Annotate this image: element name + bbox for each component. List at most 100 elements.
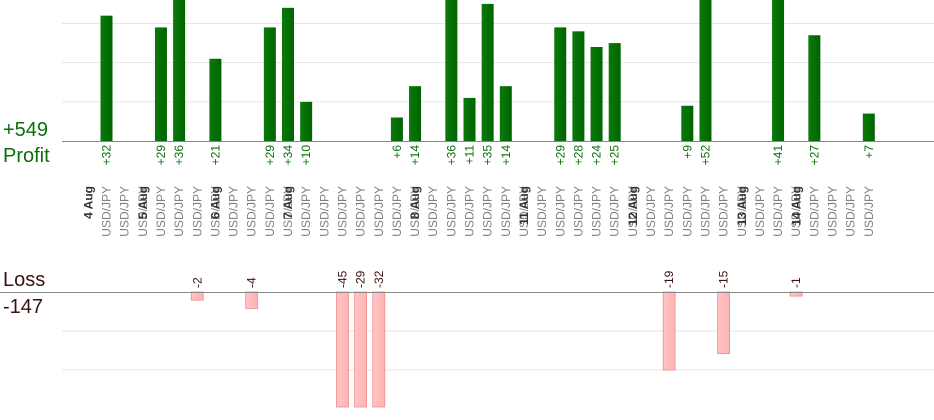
- profit-value-label: +14: [408, 145, 422, 166]
- profit-bar: [300, 101, 313, 141]
- loss-bar: [354, 291, 368, 408]
- pair-label: USD/JPY: [263, 186, 277, 237]
- profit-value-label: +29: [553, 145, 567, 166]
- pair-label: USD/JPY: [662, 186, 676, 237]
- pair-label: USD/JPY: [390, 186, 404, 237]
- profit-value-label: +35: [481, 145, 495, 166]
- pair-label: USD/JPY: [499, 186, 513, 237]
- profit-bar: [572, 31, 585, 141]
- loss-bar: [190, 291, 204, 301]
- loss-bar: [372, 291, 386, 408]
- pair-label: USD/JPY: [136, 186, 150, 237]
- profit-bar: [681, 105, 694, 141]
- profit-value-label: +21: [208, 145, 222, 166]
- loss-value-label: -4: [245, 277, 259, 288]
- profit-total: +549: [3, 119, 49, 141]
- pair-label: USD/JPY: [172, 186, 186, 237]
- pair-label: USD/JPY: [118, 186, 132, 237]
- loss-value-label: -15: [717, 270, 731, 288]
- pair-label: USD/JPY: [644, 186, 658, 237]
- loss-bar: [662, 291, 676, 371]
- profit-value-label: +10: [299, 145, 313, 166]
- profit-value-label: +36: [172, 145, 186, 166]
- trade-bars: [100, 0, 875, 408]
- pair-label: USD/JPY: [517, 186, 531, 237]
- profit-bar: [590, 47, 603, 141]
- pair-label: USD/JPY: [844, 186, 858, 237]
- loss-value-label: -45: [335, 270, 349, 288]
- pair-label: USD/JPY: [299, 186, 313, 237]
- profit-label: Profit: [3, 145, 50, 167]
- loss-value-label: -29: [354, 270, 368, 288]
- pair-label: USD/JPY: [553, 186, 567, 237]
- loss-value-label: -1: [789, 277, 803, 288]
- profit-bar: [554, 27, 567, 142]
- profit-bar: [390, 117, 403, 141]
- profit-bar: [282, 7, 294, 142]
- pair-label: USD/JPY: [626, 186, 640, 237]
- profit-value-label: +25: [608, 145, 622, 166]
- profit-bar: [772, 0, 785, 141]
- pair-label: USD/JPY: [608, 186, 622, 237]
- profit-bar: [481, 3, 494, 141]
- profit-value-label: +9: [680, 145, 694, 159]
- profit-bar: [173, 0, 186, 141]
- gridlines: [62, 23, 934, 371]
- profit-value-label: +28: [571, 145, 585, 166]
- pair-label: USD/JPY: [426, 186, 440, 237]
- pair-label: USD/JPY: [698, 186, 712, 237]
- loss-bar: [245, 291, 259, 309]
- pair-label: USD/JPY: [807, 186, 821, 237]
- profit-value-label: +32: [100, 145, 114, 166]
- value-labels: +32 +29 +36 -2 +21 -4 +29 +34 +10 -45 -29 -32 +6 +14 +…: [100, 145, 876, 288]
- date-label: 13 Aug: [735, 186, 749, 226]
- date-label: 7 Aug: [281, 186, 295, 219]
- date-label: 14 Aug: [789, 186, 803, 226]
- profit-value-label: +7: [862, 145, 876, 159]
- profit-bar: [608, 43, 621, 142]
- pair-label: USD/JPY: [789, 186, 803, 237]
- loss-value-label: -19: [662, 270, 676, 288]
- profit-bar: [445, 0, 458, 141]
- loss-label: Loss: [3, 269, 46, 291]
- pair-label: USD/JPY: [717, 186, 731, 237]
- profit-bar: [209, 58, 222, 141]
- date-label: 4 Aug: [82, 186, 96, 219]
- profit-bar: [154, 27, 167, 142]
- date-label: 6 Aug: [209, 186, 223, 219]
- profit-bar: [100, 15, 113, 142]
- pair-label: USD/JPY: [571, 186, 585, 237]
- date-label: 11 Aug: [517, 186, 531, 225]
- profit-value-label: +11: [463, 145, 477, 165]
- pair-label: USD/JPY: [335, 186, 349, 237]
- profit-value-label: +41: [771, 145, 785, 166]
- profit-value-label: +29: [154, 145, 168, 166]
- profit-bar: [409, 86, 422, 141]
- profit-value-label: +34: [281, 145, 295, 166]
- pair-label: USD/JPY: [408, 186, 422, 237]
- pair-label: USD/JPY: [753, 186, 767, 237]
- pair-label: USD/JPY: [862, 186, 876, 237]
- loss-value-label: -32: [372, 270, 386, 288]
- pair-label: USD/JPY: [190, 186, 204, 237]
- x-axis-labels: USD/JPY USD/JPY USD/JPY USD/JPY USD/JPY USD/J…: [82, 186, 876, 237]
- pair-label: USD/JPY: [227, 186, 241, 237]
- profit-bar: [499, 86, 512, 141]
- pair-label: USD/JPY: [154, 186, 168, 237]
- profit-value-label: +36: [444, 145, 458, 166]
- pair-label: USD/JPY: [680, 186, 694, 237]
- pair-label: USD/JPY: [372, 186, 386, 237]
- profit-value-label: +52: [698, 145, 712, 166]
- pair-label: USD/JPY: [245, 186, 259, 237]
- loss-value-label: -2: [190, 277, 204, 288]
- pair-label: USD/JPY: [100, 186, 114, 237]
- pair-label: USD/JPY: [208, 186, 222, 237]
- profit-value-label: +24: [590, 145, 604, 166]
- loss-bar: [717, 291, 730, 355]
- pair-label: USD/JPY: [826, 186, 840, 237]
- profit-value-label: +6: [390, 145, 404, 159]
- loss-total: -147: [3, 296, 44, 318]
- pair-label: USD/JPY: [590, 186, 604, 237]
- pair-label: USD/JPY: [444, 186, 458, 237]
